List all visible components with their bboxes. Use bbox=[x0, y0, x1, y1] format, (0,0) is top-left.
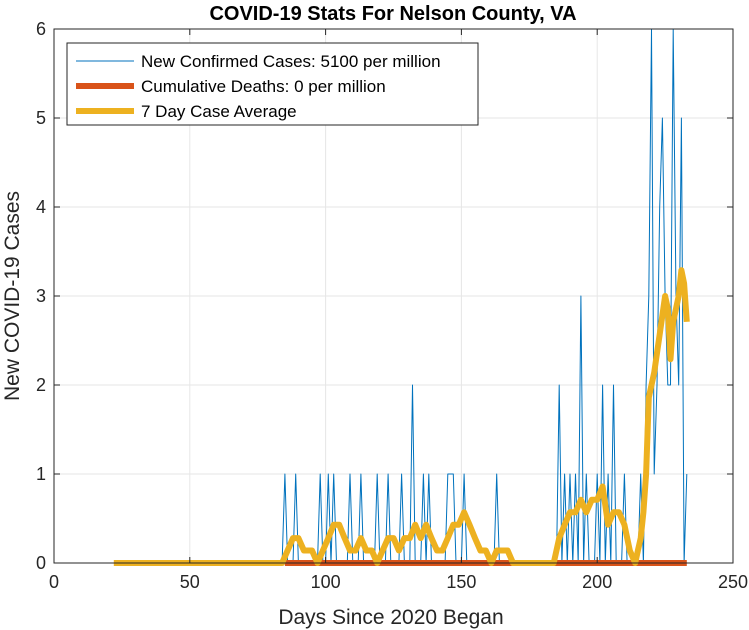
x-axis-label: Days Since 2020 Began bbox=[278, 606, 503, 629]
legend-box bbox=[66, 42, 479, 126]
x-tick-label: 50 bbox=[180, 572, 200, 592]
x-tick-label: 250 bbox=[718, 572, 748, 592]
y-tick-label: 1 bbox=[36, 464, 46, 484]
legend: New Confirmed Cases: 5100 per million Cu… bbox=[66, 42, 479, 126]
x-tick-label: 0 bbox=[49, 572, 59, 592]
chart-title: COVID-19 Stats For Nelson County, VA bbox=[209, 3, 576, 25]
y-tick-label: 2 bbox=[36, 375, 46, 395]
y-tick-label: 0 bbox=[36, 553, 46, 573]
series-7-day-average bbox=[113, 267, 690, 566]
x-tick-label: 200 bbox=[582, 572, 612, 592]
y-axis-label: New COVID-19 Cases bbox=[1, 191, 24, 401]
ticks: 0 50 100 150 200 250 0 1 2 3 4 5 6 bbox=[36, 19, 748, 592]
y-tick-label: 5 bbox=[36, 108, 46, 128]
x-tick-label: 150 bbox=[446, 572, 476, 592]
legend-label-deaths: Cumulative Deaths: 0 per million bbox=[141, 77, 386, 96]
legend-label-new-cases: New Confirmed Cases: 5100 per million bbox=[141, 52, 441, 71]
legend-label-average: 7 Day Case Average bbox=[141, 102, 297, 121]
x-tick-label: 100 bbox=[311, 572, 341, 592]
y-tick-label: 4 bbox=[36, 197, 46, 217]
y-tick-label: 3 bbox=[36, 286, 46, 306]
y-tick-label: 6 bbox=[36, 19, 46, 39]
